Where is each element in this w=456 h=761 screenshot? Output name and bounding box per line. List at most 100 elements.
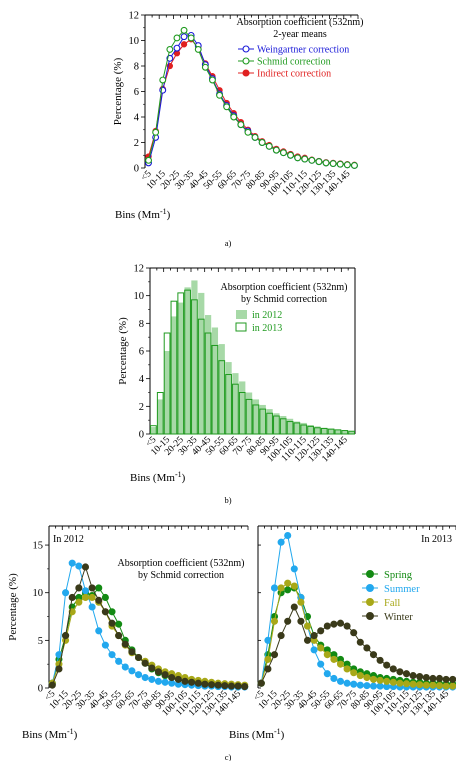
bar bbox=[341, 430, 348, 434]
data-point bbox=[277, 632, 285, 640]
data-point bbox=[168, 679, 176, 687]
data-point bbox=[277, 584, 285, 592]
data-point bbox=[270, 651, 279, 659]
chart-title: Absorption coefficient (532nm) bbox=[236, 17, 363, 28]
data-point bbox=[75, 562, 83, 570]
data-point bbox=[303, 636, 312, 644]
legend-marker bbox=[366, 612, 374, 620]
data-point bbox=[145, 156, 153, 164]
data-point bbox=[389, 665, 397, 673]
data-point bbox=[429, 681, 437, 689]
data-point bbox=[343, 161, 351, 169]
data-point bbox=[422, 673, 430, 682]
data-point bbox=[62, 589, 70, 597]
data-point bbox=[181, 677, 189, 685]
chart-title: Absorption coefficient (532nm) bbox=[117, 558, 244, 569]
bar bbox=[238, 392, 246, 435]
data-point bbox=[363, 682, 371, 690]
panel-label: c) bbox=[225, 752, 232, 761]
data-point bbox=[166, 45, 174, 53]
series-line bbox=[51, 597, 245, 686]
data-point bbox=[294, 154, 302, 162]
bar bbox=[293, 421, 301, 434]
bar bbox=[163, 351, 171, 434]
data-point bbox=[449, 675, 456, 683]
bar bbox=[150, 427, 157, 434]
bar bbox=[211, 344, 219, 435]
bar bbox=[225, 374, 232, 435]
data-point bbox=[442, 675, 450, 683]
year-label: In 2012 bbox=[53, 534, 84, 545]
data-point bbox=[416, 681, 424, 689]
data-point bbox=[290, 582, 298, 590]
chart-subtitle: by Schmid correction bbox=[138, 570, 224, 581]
bar bbox=[266, 412, 273, 435]
data-point bbox=[323, 622, 331, 630]
y-tick-label: 10 bbox=[129, 36, 140, 47]
data-point bbox=[323, 651, 331, 659]
legend-swatch bbox=[235, 322, 247, 332]
bar bbox=[327, 428, 335, 435]
data-point bbox=[389, 678, 397, 686]
bar bbox=[300, 422, 307, 434]
bar bbox=[259, 404, 266, 434]
bar bbox=[341, 430, 349, 435]
data-point bbox=[284, 579, 292, 587]
bar bbox=[320, 427, 328, 435]
bar bbox=[204, 332, 212, 435]
data-point bbox=[68, 608, 76, 616]
data-point bbox=[356, 638, 364, 646]
data-point bbox=[369, 682, 378, 690]
data-point bbox=[351, 162, 358, 169]
y-tick-label: 10 bbox=[134, 291, 145, 302]
data-point bbox=[429, 674, 437, 683]
bar bbox=[307, 425, 314, 435]
bar bbox=[170, 316, 178, 434]
data-point bbox=[284, 531, 292, 540]
data-point bbox=[402, 680, 411, 688]
data-point bbox=[141, 673, 149, 682]
data-point bbox=[223, 103, 231, 111]
data-point bbox=[272, 146, 280, 154]
bar bbox=[252, 404, 260, 435]
data-point bbox=[209, 76, 216, 84]
data-point bbox=[241, 683, 249, 691]
data-point bbox=[258, 139, 266, 146]
bar bbox=[197, 318, 205, 435]
bar bbox=[314, 427, 321, 435]
bar bbox=[286, 421, 294, 435]
data-point bbox=[402, 670, 411, 678]
data-point bbox=[75, 584, 83, 592]
data-point bbox=[297, 598, 305, 606]
y-tick-label: 2 bbox=[134, 138, 139, 149]
data-point bbox=[396, 679, 404, 687]
legend-marker bbox=[366, 584, 374, 592]
y-tick-label: 2 bbox=[139, 402, 144, 413]
bar bbox=[279, 418, 287, 435]
legend-marker bbox=[242, 69, 250, 77]
data-point bbox=[280, 149, 287, 157]
data-point bbox=[201, 680, 209, 688]
data-point bbox=[416, 673, 424, 681]
data-point bbox=[88, 593, 96, 602]
bar bbox=[204, 315, 212, 434]
legend-swatch bbox=[236, 310, 247, 319]
data-point bbox=[234, 682, 242, 690]
data-point bbox=[221, 682, 229, 690]
data-point bbox=[128, 648, 136, 656]
data-point bbox=[180, 33, 188, 41]
data-point bbox=[409, 680, 417, 688]
data-point bbox=[48, 681, 56, 689]
data-point bbox=[315, 158, 323, 166]
data-point bbox=[115, 620, 123, 628]
data-point bbox=[154, 668, 162, 676]
bar bbox=[170, 300, 178, 435]
series-line bbox=[260, 534, 453, 688]
bar bbox=[286, 418, 294, 434]
bar bbox=[314, 426, 321, 434]
data-point bbox=[343, 665, 351, 673]
bar bbox=[266, 409, 273, 434]
data-point bbox=[376, 656, 384, 664]
bar bbox=[191, 299, 198, 435]
